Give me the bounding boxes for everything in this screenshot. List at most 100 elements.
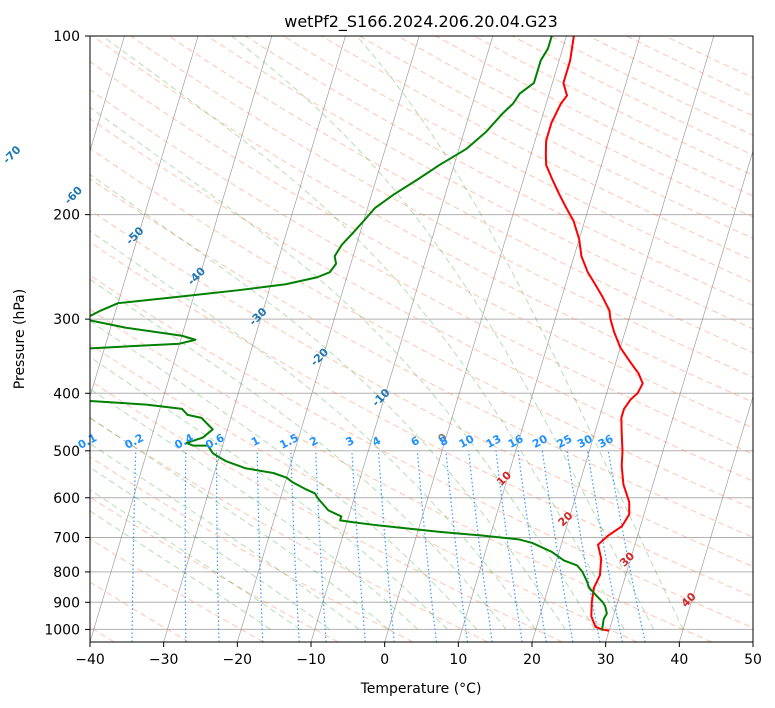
dry-adiabat	[359, 36, 753, 239]
mixing-ratio-label: 0.2	[123, 431, 146, 452]
y-tick-label: 800	[53, 565, 80, 581]
dry-adiabat	[90, 147, 753, 510]
isotherm-label: -50	[123, 224, 146, 247]
mixing-ratio-label: 1.5	[277, 431, 300, 452]
isotherm-gridline	[310, 36, 494, 642]
y-tick-label: 1000	[44, 622, 80, 638]
x-tick-label: 40	[670, 652, 688, 668]
dry-adiabat	[90, 456, 414, 642]
dry-adiabat	[90, 61, 753, 429]
mixing-ratio-line	[351, 450, 366, 642]
mixing-ratio-line	[315, 450, 327, 642]
dry-adiabat	[90, 89, 753, 455]
isotherm-label: -10	[369, 386, 392, 409]
mixing-ratio-label: 2	[307, 434, 320, 449]
mixing-ratio-line	[416, 450, 438, 642]
mixing-ratio-label: 25	[555, 432, 575, 451]
mixing-ratio-label: 20	[530, 432, 550, 451]
mixing-ratio-label: 4	[370, 434, 383, 449]
mixing-ratio-line	[131, 450, 137, 642]
isotherm-gridline	[90, 36, 273, 642]
mixing-ratio-line	[82, 451, 89, 642]
dewpoint-profile	[90, 36, 608, 631]
mixing-ratio-label: 10	[457, 432, 477, 451]
x-tick-label: −20	[223, 652, 253, 668]
isotherm-gridline	[531, 36, 715, 642]
isotherm-gridline	[605, 149, 753, 642]
moist-adiabat	[90, 230, 537, 630]
plot-frame	[89, 35, 754, 643]
dry-adiabat	[168, 36, 753, 354]
chart-title: wetPf2_S166.2024.206.20.04.G23	[284, 12, 558, 32]
dry-adiabat	[550, 36, 753, 136]
mixing-ratio-label: 36	[596, 432, 616, 451]
dry-adiabat	[130, 36, 753, 378]
isotherm-label: 30	[617, 549, 637, 569]
isotherm-gridline	[163, 36, 346, 642]
mixing-ratio-line	[468, 450, 493, 642]
y-tick-label: 100	[53, 29, 80, 45]
mixing-ratio-label: 3	[344, 434, 357, 449]
moist-adiabat	[90, 106, 596, 630]
dry-adiabat	[90, 178, 753, 538]
temperature-profile	[544, 36, 644, 632]
x-tick-label: 20	[523, 652, 541, 668]
mixing-ratio-line	[184, 450, 187, 642]
y-axis-label: Pressure (hPa)	[12, 289, 28, 389]
y-tick-label: 500	[53, 444, 80, 460]
mixing-ratio-label: 6	[409, 434, 422, 449]
isotherm-gridline	[752, 640, 753, 642]
mixing-ratio-line	[377, 450, 395, 642]
mixing-ratio-line	[445, 450, 469, 642]
dry-adiabat	[90, 380, 563, 642]
isotherm-label: 40	[679, 590, 699, 610]
isotherm-label: -20	[308, 345, 331, 368]
x-tick-label: 0	[380, 652, 389, 668]
moist-adiabat	[90, 510, 271, 630]
y-tick-label: 300	[53, 312, 80, 328]
moist-adiabat	[90, 356, 448, 630]
moist-adiabat	[90, 278, 507, 630]
mixing-ratio-line	[495, 450, 523, 642]
y-tick-label: 400	[53, 386, 80, 402]
dry-adiabat	[90, 209, 753, 568]
y-tick-label: 900	[53, 595, 80, 611]
axes-layer: −40 −30 −20 −10 0 10 20 30 40 5010020030040050060…	[44, 29, 762, 668]
x-tick-label: −30	[149, 652, 179, 668]
isotherm-label: 20	[556, 509, 576, 529]
isotherm-label: -30	[246, 305, 269, 328]
mixing-ratio-label: 1	[249, 434, 262, 449]
dry-adiabat	[473, 36, 753, 176]
isotherm-label: -70	[0, 143, 23, 166]
x-tick-label: 10	[449, 652, 467, 668]
x-tick-label: 50	[744, 652, 762, 668]
plot-area	[82, 36, 753, 642]
mixing-ratio-line	[256, 450, 264, 642]
mixing-ratio-label: 0.4	[172, 431, 196, 452]
dry-adiabat	[664, 36, 753, 79]
y-tick-label: 600	[53, 491, 80, 507]
mixing-ratio-label: 30	[575, 432, 595, 451]
y-tick-label: 700	[53, 531, 80, 547]
mixing-ratio-line	[586, 450, 623, 642]
x-tick-label: −10	[296, 652, 326, 668]
mixing-ratio-label: 16	[506, 432, 526, 451]
mixing-ratio-line	[215, 450, 220, 642]
x-tick-label: 30	[597, 652, 615, 668]
x-tick-label: −40	[75, 652, 105, 668]
dry-adiabat	[90, 241, 753, 598]
series-layer	[90, 36, 644, 632]
isotherm-gridline	[236, 36, 420, 642]
dry-adiabat	[90, 308, 712, 642]
moist-adiabat	[231, 36, 655, 630]
moist-adiabat	[90, 466, 330, 630]
y-tick-label: 200	[53, 208, 80, 224]
mixing-ratio-line	[607, 450, 646, 642]
moist-adiabat	[356, 36, 684, 630]
mixing-ratio-label: 13	[484, 432, 504, 451]
dry-adiabat	[90, 538, 264, 642]
x-axis-label: Temperature (°C)	[360, 681, 482, 697]
dry-adiabat	[435, 36, 753, 197]
moist-adiabat	[102, 36, 625, 630]
